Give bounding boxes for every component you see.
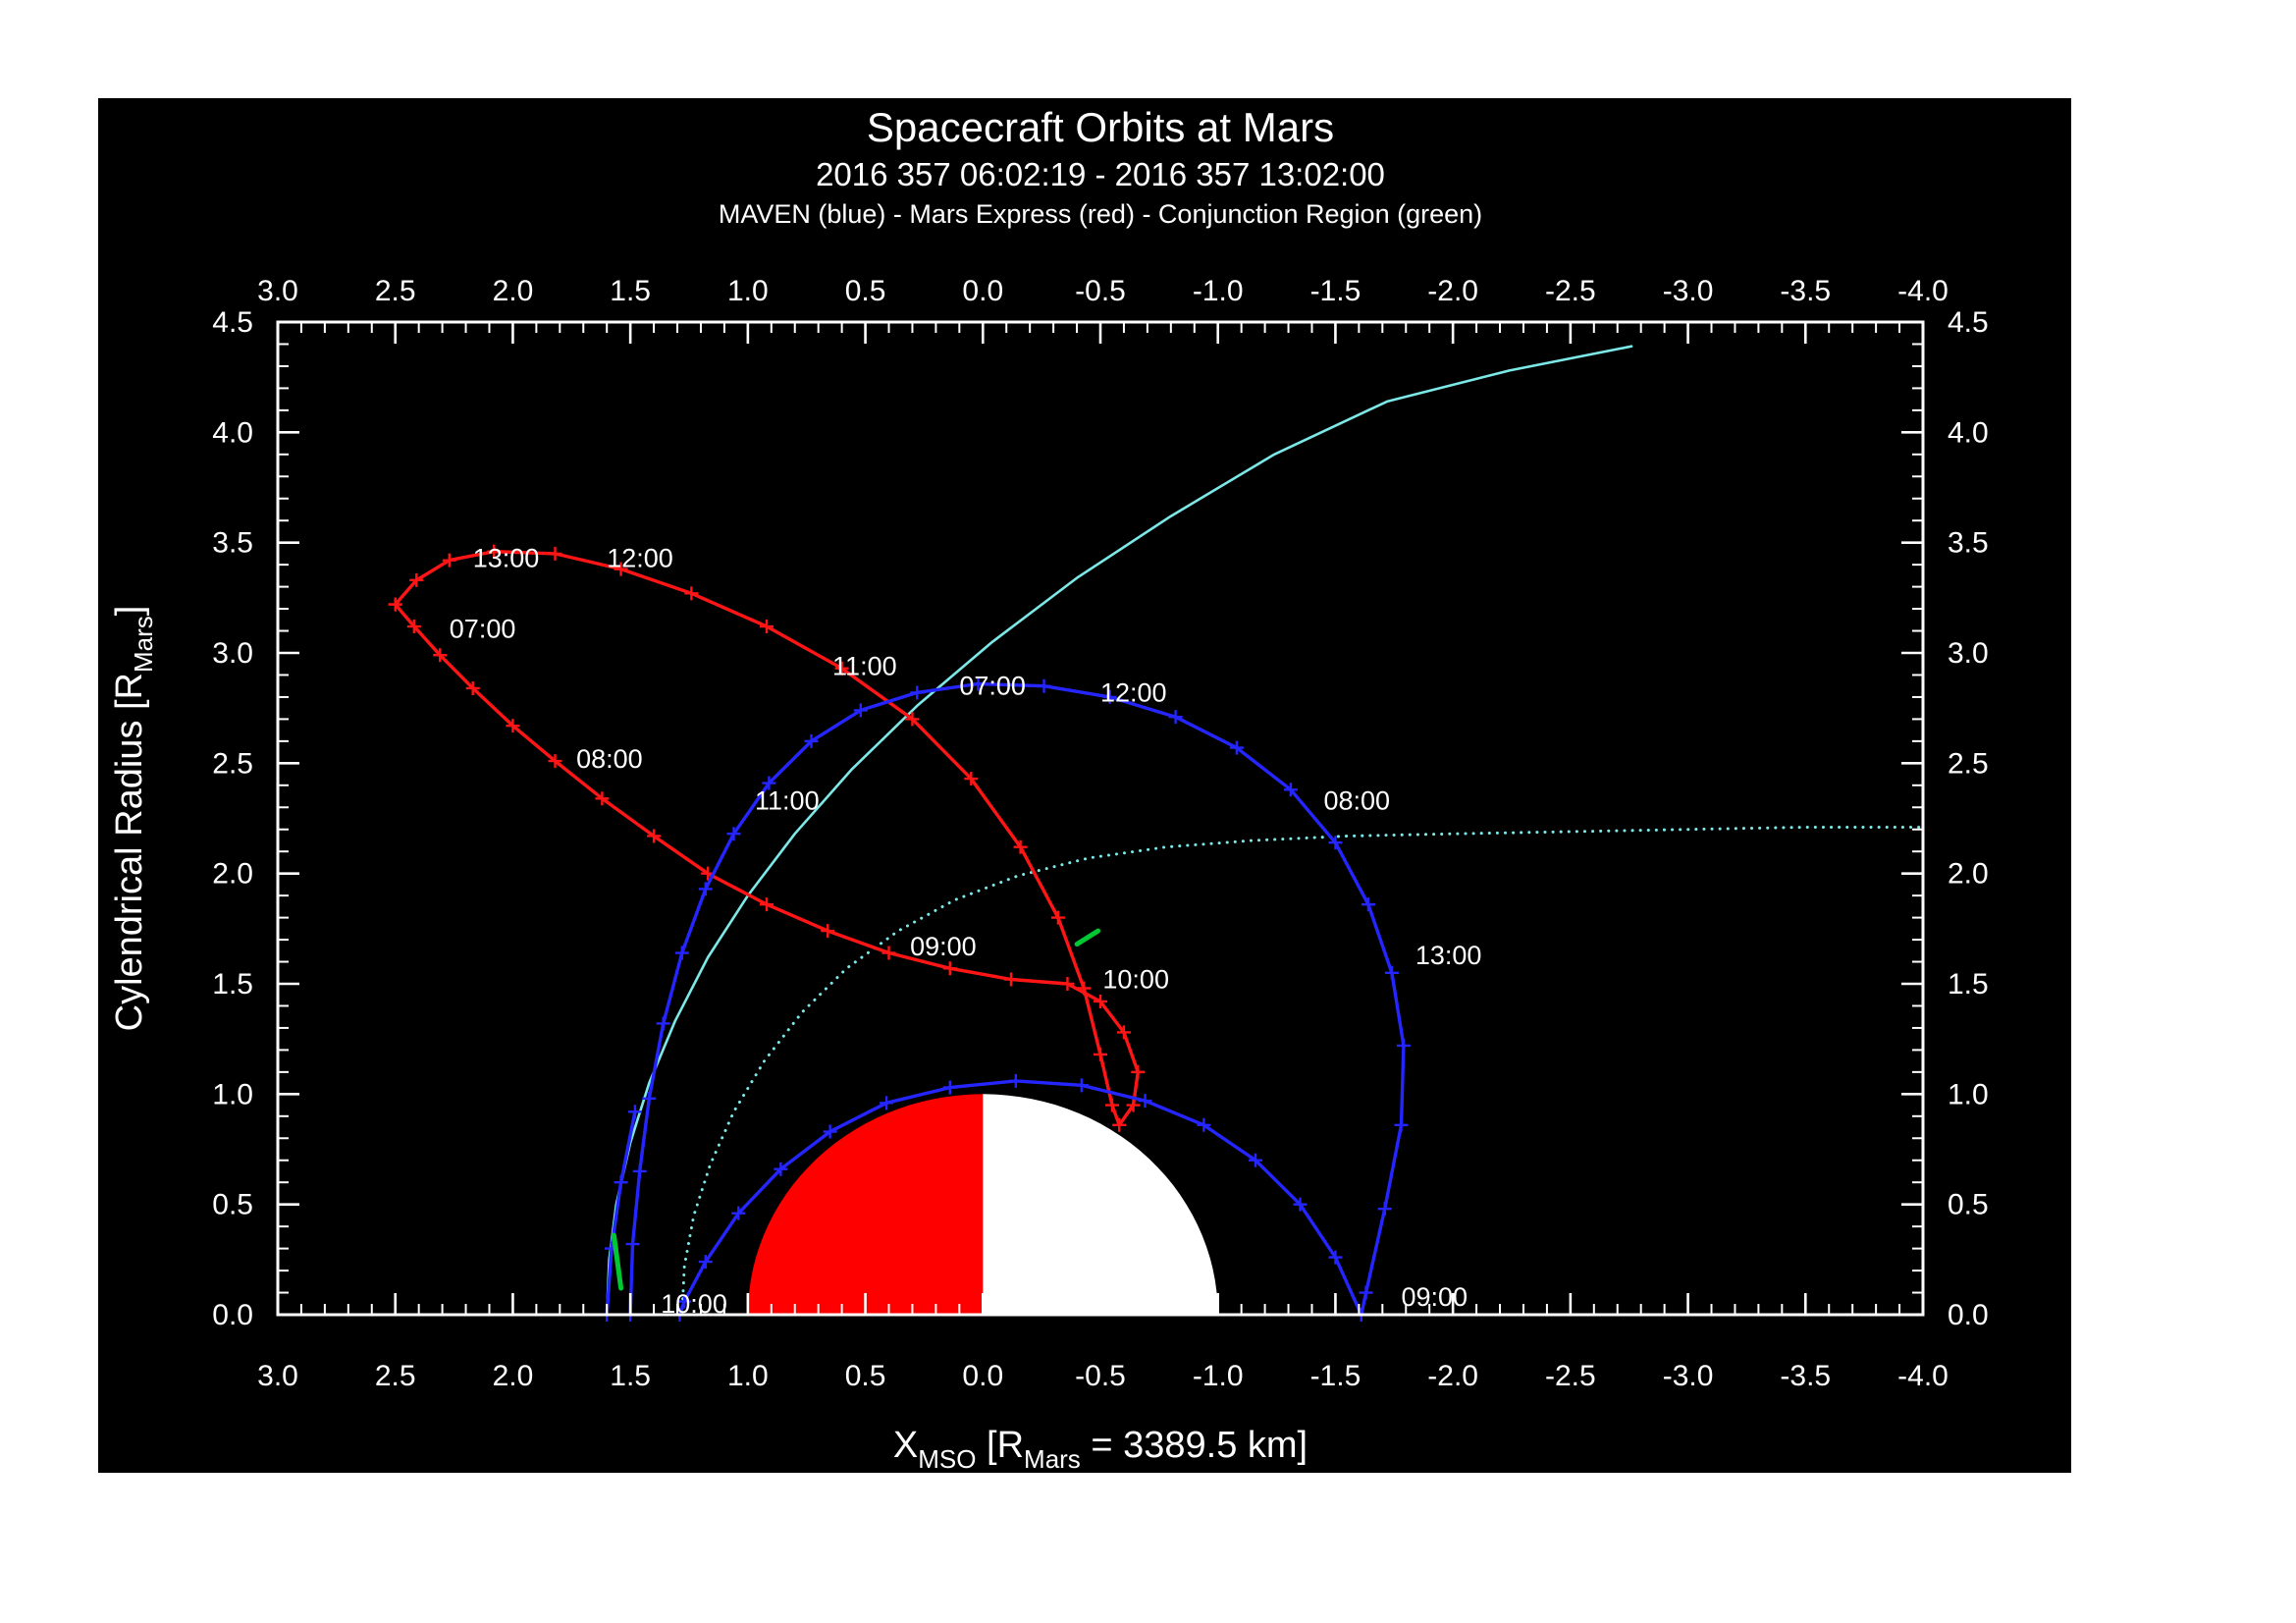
svg-text:0.0: 0.0 — [962, 275, 1003, 307]
svg-text:-2.0: -2.0 — [1427, 275, 1478, 307]
time-label: 07:00 — [450, 614, 516, 643]
mars-dayside — [747, 1094, 984, 1315]
time-label: 09:00 — [1401, 1282, 1468, 1312]
time-label: 07:00 — [959, 672, 1026, 701]
svg-text:2.0: 2.0 — [212, 858, 253, 891]
svg-text:0.5: 0.5 — [1948, 1189, 1989, 1221]
series-conjunction-region-2 — [1074, 928, 1101, 947]
svg-text:1.0: 1.0 — [727, 275, 769, 307]
svg-text:-3.5: -3.5 — [1780, 1360, 1831, 1392]
svg-text:1.5: 1.5 — [212, 968, 253, 1001]
chart-titles: Spacecraft Orbits at Mars 2016 357 06:02… — [278, 102, 1923, 232]
series-conjunction-region-1 — [611, 1232, 624, 1291]
series-mex-orbit — [388, 544, 1146, 1132]
svg-text:-2.5: -2.5 — [1545, 275, 1596, 307]
x-axis-title: XMSO [RMars = 3389.5 km] — [893, 1425, 1308, 1474]
axes — [276, 320, 1925, 1317]
time-label: 12:00 — [607, 543, 673, 572]
svg-text:0.5: 0.5 — [845, 275, 886, 307]
svg-text:-0.5: -0.5 — [1075, 275, 1126, 307]
time-label: 11:00 — [832, 651, 897, 680]
svg-text:1.5: 1.5 — [1948, 968, 1989, 1001]
mars-nightside — [983, 1094, 1218, 1315]
time-label: 13:00 — [473, 543, 540, 572]
svg-text:0.0: 0.0 — [1948, 1299, 1989, 1331]
y-axis-title: Cylendrical Radius [RMars] — [109, 606, 158, 1032]
series-mpb-boundary — [680, 826, 1925, 1317]
svg-text:3.0: 3.0 — [1948, 637, 1989, 670]
time-label: 09:00 — [910, 932, 977, 961]
svg-text:-2.5: -2.5 — [1545, 1360, 1596, 1392]
svg-text:-4.0: -4.0 — [1897, 275, 1949, 307]
svg-text:0.0: 0.0 — [962, 1360, 1003, 1392]
time-label: 13:00 — [1415, 941, 1482, 970]
svg-text:-3.5: -3.5 — [1780, 275, 1831, 307]
svg-text:-4.0: -4.0 — [1897, 1360, 1949, 1392]
svg-text:1.0: 1.0 — [1948, 1078, 1989, 1110]
svg-text:2.0: 2.0 — [493, 275, 534, 307]
svg-text:1.0: 1.0 — [212, 1078, 253, 1110]
svg-text:-3.0: -3.0 — [1663, 275, 1714, 307]
svg-text:2.5: 2.5 — [375, 275, 416, 307]
svg-text:-1.0: -1.0 — [1193, 1360, 1244, 1392]
svg-text:1.5: 1.5 — [610, 1360, 651, 1392]
time-label: 11:00 — [755, 786, 820, 816]
svg-text:2.0: 2.0 — [1948, 858, 1989, 891]
time-label: 12:00 — [1100, 677, 1167, 707]
svg-text:2.5: 2.5 — [1948, 747, 1989, 780]
svg-text:0.5: 0.5 — [212, 1189, 253, 1221]
svg-text:-3.0: -3.0 — [1663, 1360, 1714, 1392]
svg-text:-2.0: -2.0 — [1427, 1360, 1478, 1392]
svg-text:3.0: 3.0 — [212, 637, 253, 670]
time-label: 08:00 — [1323, 786, 1390, 816]
svg-text:4.5: 4.5 — [212, 306, 253, 339]
svg-text:1.0: 1.0 — [727, 1360, 769, 1392]
svg-text:2.5: 2.5 — [375, 1360, 416, 1392]
chart-subtitle: 2016 357 06:02:19 - 2016 357 13:02:00 — [816, 156, 1385, 192]
svg-text:3.0: 3.0 — [257, 275, 298, 307]
svg-text:4.5: 4.5 — [1948, 306, 1989, 339]
svg-text:-0.5: -0.5 — [1075, 1360, 1126, 1392]
svg-text:-1.5: -1.5 — [1310, 1360, 1362, 1392]
chart-legend: MAVEN (blue) - Mars Express (red) - Conj… — [718, 199, 1483, 229]
svg-text:-1.5: -1.5 — [1310, 275, 1362, 307]
svg-text:4.0: 4.0 — [212, 416, 253, 449]
time-labels-mex: 13:00 12:00 07:00 08:00 11:00 09:00 10:00 — [450, 543, 1169, 994]
chart-title: Spacecraft Orbits at Mars — [866, 104, 1335, 150]
svg-text:3.5: 3.5 — [1948, 527, 1989, 560]
time-labels-maven: 07:00 12:00 11:00 08:00 13:00 09:00 10:00 — [661, 672, 1481, 1319]
svg-text:2.5: 2.5 — [212, 747, 253, 780]
time-label: 10:00 — [1102, 965, 1169, 995]
mars-disk — [747, 1094, 1218, 1315]
svg-text:3.5: 3.5 — [212, 527, 253, 560]
svg-text:1.5: 1.5 — [610, 275, 651, 307]
svg-text:0.0: 0.0 — [212, 1299, 253, 1331]
svg-text:0.5: 0.5 — [845, 1360, 886, 1392]
time-label: 08:00 — [576, 744, 643, 774]
svg-text:2.0: 2.0 — [493, 1360, 534, 1392]
svg-text:3.0: 3.0 — [257, 1360, 298, 1392]
svg-text:-1.0: -1.0 — [1193, 275, 1244, 307]
svg-text:4.0: 4.0 — [1948, 416, 1989, 449]
tick-labels: 3.0 3.0 2.5 2.5 2.0 2.0 1.5 1.5 1.0 1.0 0.5 0.5 0.0 0… — [212, 275, 1988, 1392]
